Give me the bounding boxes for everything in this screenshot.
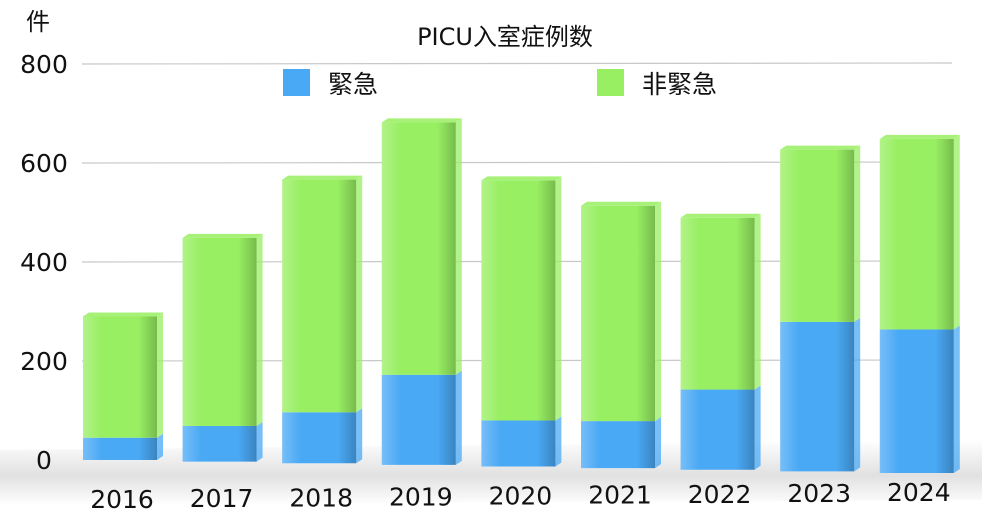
y-axis-ticks: 0 200 400 600 800 xyxy=(20,50,68,475)
bar-segment xyxy=(581,201,661,422)
bar-segment xyxy=(879,325,960,473)
bar-segment xyxy=(680,385,761,470)
bar-segment xyxy=(780,317,861,472)
y-axis-unit: 件 xyxy=(26,8,50,36)
x-tick-label: 2018 xyxy=(289,483,353,512)
legend: 緊急 非緊急 xyxy=(283,69,717,99)
x-axis-ticks: 2016 2017 2018 2019 2020 2021 2022 2023 2024 xyxy=(90,478,950,514)
bar-segment xyxy=(780,145,861,322)
bar-segment xyxy=(282,175,363,413)
bar-segment xyxy=(680,213,761,390)
x-tick-label: 2022 xyxy=(688,480,752,509)
legend-swatch xyxy=(283,69,310,96)
x-tick-label: 2017 xyxy=(190,484,254,513)
legend-label: 緊急 xyxy=(328,70,378,99)
bar-segment xyxy=(182,233,263,426)
x-tick-label: 2023 xyxy=(787,479,851,508)
bar-segment xyxy=(381,118,462,375)
x-tick-label: 2020 xyxy=(489,482,553,511)
x-tick-label: 2024 xyxy=(887,478,951,507)
gridline xyxy=(81,62,953,65)
bar-segment xyxy=(282,408,363,464)
chart-title: PICU入室症例数 xyxy=(417,23,593,51)
x-tick-label: 2021 xyxy=(588,481,652,510)
x-tick-label: 2016 xyxy=(90,485,154,514)
bar-segment xyxy=(581,417,661,469)
y-tick-label: 200 xyxy=(20,347,68,376)
y-tick-label: 400 xyxy=(20,248,68,277)
y-tick-label: 800 xyxy=(20,50,68,79)
bar-segment xyxy=(481,416,562,467)
bar-segment xyxy=(182,421,263,462)
bar-segment xyxy=(83,312,163,438)
y-tick-label: 600 xyxy=(20,149,68,178)
legend-label: 非緊急 xyxy=(642,70,717,99)
legend-swatch xyxy=(597,69,624,96)
bars xyxy=(83,118,960,473)
x-tick-label: 2019 xyxy=(389,482,453,511)
bar-segment xyxy=(83,433,163,460)
y-tick-label: 0 xyxy=(36,446,52,475)
bar-segment xyxy=(381,370,462,465)
bar-segment xyxy=(481,176,562,421)
bar-segment xyxy=(879,134,960,330)
